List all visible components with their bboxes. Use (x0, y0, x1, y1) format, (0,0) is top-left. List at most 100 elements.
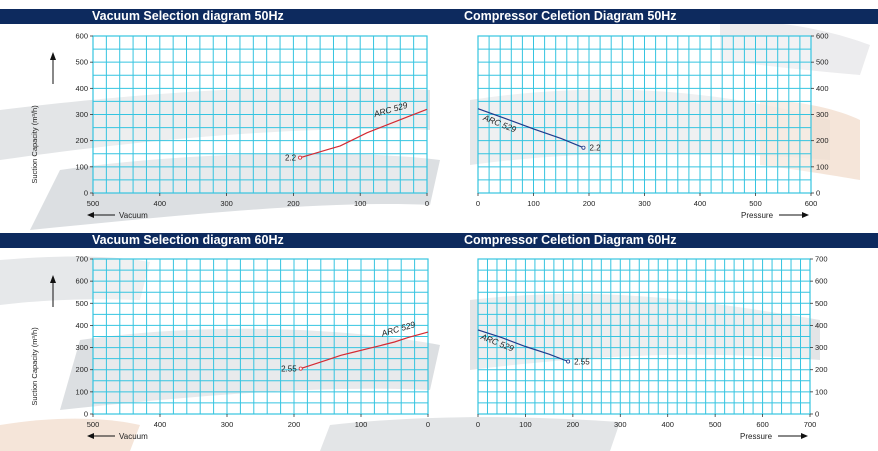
x-tick-label: 500 (749, 199, 762, 208)
plot-frame (92, 258, 429, 415)
y-tick-label: 0 (84, 410, 88, 419)
x-tick-label: 600 (805, 199, 818, 208)
y-tick-label: 0 (816, 189, 820, 198)
x-tick-label: 0 (426, 420, 430, 429)
brush-stroke-accent (760, 100, 860, 180)
y-tick-label: 300 (75, 110, 88, 119)
series-end-marker (581, 145, 586, 150)
x-axis-arrowhead (801, 433, 808, 439)
chart-vac60: 500 400 300 200 100 0 0 100 200 300 400 500 600 700 Va… (30, 255, 430, 442)
y-tick-label: 100 (816, 162, 829, 171)
data-label: 2.55 (281, 365, 297, 374)
header-compressor-50hz: Compressor Celetion Diagram 50Hz (440, 9, 878, 24)
series-line-arc-529 (300, 331, 429, 370)
y-tick-label: 600 (75, 32, 88, 41)
y-axis-label: Suction Capacity (m³/h) (30, 327, 39, 406)
y-tick-label: 400 (75, 84, 88, 93)
brush-stroke (0, 256, 150, 305)
chart-comp60: 0 100 200 300 400 500 600 700010020030040050060… (476, 255, 828, 442)
y-tick-label: 0 (815, 410, 819, 419)
plot-frame (477, 258, 811, 415)
x-axis-label: Vacuum (119, 432, 148, 441)
y-axis-label: Suction Capacity (m³/h) (30, 105, 39, 184)
x-axis-label: Vacuum (119, 211, 148, 220)
x-tick-label: 300 (614, 420, 627, 429)
brush-stroke (0, 86, 430, 160)
chart-vac50: 500 400 300 200 100 0 0 100 200 300 400 500 600 Vacuu… (30, 32, 429, 221)
x-tick-label: 700 (804, 420, 817, 429)
brush-stroke-accent (0, 418, 140, 451)
y-axis-arrowhead (50, 275, 56, 283)
x-tick-label: 500 (87, 420, 100, 429)
y-tick-label: 600 (75, 277, 88, 286)
data-label: 2.55 (574, 358, 590, 367)
y-tick-label: 200 (816, 136, 829, 145)
x-tick-label: 0 (425, 199, 429, 208)
x-tick-label: 100 (527, 199, 540, 208)
x-tick-label: 500 (87, 199, 100, 208)
x-tick-label: 300 (638, 199, 651, 208)
y-tick-label: 600 (816, 32, 829, 41)
x-axis-arrowhead (87, 433, 94, 439)
header-vacuum-60hz: Vacuum Selection diagram 60Hz (0, 233, 440, 248)
brush-stroke (720, 20, 870, 75)
x-tick-label: 300 (220, 199, 233, 208)
y-tick-label: 200 (75, 365, 88, 374)
x-tick-label: 100 (519, 420, 532, 429)
y-tick-label: 700 (75, 255, 88, 264)
x-tick-label: 100 (354, 199, 367, 208)
x-tick-label: 200 (288, 420, 301, 429)
x-tick-label: 0 (476, 199, 480, 208)
series-end-marker (566, 359, 571, 364)
y-tick-label: 400 (75, 321, 88, 330)
y-tick-label: 0 (84, 189, 88, 198)
chart-comp50: 0 100 200 300 400 500 6000100200300400500600Pr… (476, 32, 829, 221)
y-tick-label: 500 (75, 58, 88, 67)
x-tick-label: 400 (694, 199, 707, 208)
brush-stroke (30, 153, 440, 230)
brush-stroke (320, 417, 620, 451)
header-title: Compressor Celetion Diagram 60Hz (464, 233, 677, 247)
x-tick-label: 500 (709, 420, 722, 429)
series-end-marker (298, 366, 303, 371)
x-axis-arrowhead (802, 212, 809, 218)
data-label: 2.2 (285, 154, 297, 163)
y-tick-label: 500 (75, 299, 88, 308)
header-vacuum-50hz: Vacuum Selection diagram 50Hz (0, 9, 440, 24)
x-tick-label: 0 (476, 420, 480, 429)
y-tick-label: 300 (815, 343, 828, 352)
x-axis-arrowhead (87, 212, 94, 218)
y-tick-label: 400 (816, 84, 829, 93)
x-tick-label: 200 (567, 420, 580, 429)
x-axis-label: Pressure (740, 432, 773, 441)
x-tick-label: 400 (661, 420, 674, 429)
header-title: Vacuum Selection diagram 60Hz (92, 233, 284, 247)
header-compressor-60hz: Compressor Celetion Diagram 60Hz (440, 233, 878, 248)
x-tick-label: 100 (355, 420, 368, 429)
y-axis-arrowhead (50, 52, 56, 60)
series-end-marker (298, 155, 303, 160)
x-tick-label: 400 (154, 199, 167, 208)
x-tick-label: 200 (583, 199, 596, 208)
x-tick-label: 400 (154, 420, 167, 429)
header-title: Compressor Celetion Diagram 50Hz (464, 9, 677, 23)
y-tick-label: 100 (75, 162, 88, 171)
y-tick-label: 500 (816, 58, 829, 67)
x-tick-label: 200 (287, 199, 300, 208)
y-tick-label: 600 (815, 277, 828, 286)
x-tick-label: 300 (221, 420, 234, 429)
y-tick-label: 200 (75, 136, 88, 145)
data-label: 2.2 (589, 144, 601, 153)
y-tick-label: 100 (75, 387, 88, 396)
series-line-arc-529 (477, 108, 584, 149)
x-tick-label: 600 (756, 420, 769, 429)
header-title: Vacuum Selection diagram 50Hz (92, 9, 284, 23)
x-axis-label: Pressure (741, 211, 774, 220)
y-tick-label: 500 (815, 299, 828, 308)
y-tick-label: 400 (815, 321, 828, 330)
brush-stroke (470, 293, 820, 370)
y-tick-label: 300 (816, 110, 829, 119)
y-tick-label: 300 (75, 343, 88, 352)
